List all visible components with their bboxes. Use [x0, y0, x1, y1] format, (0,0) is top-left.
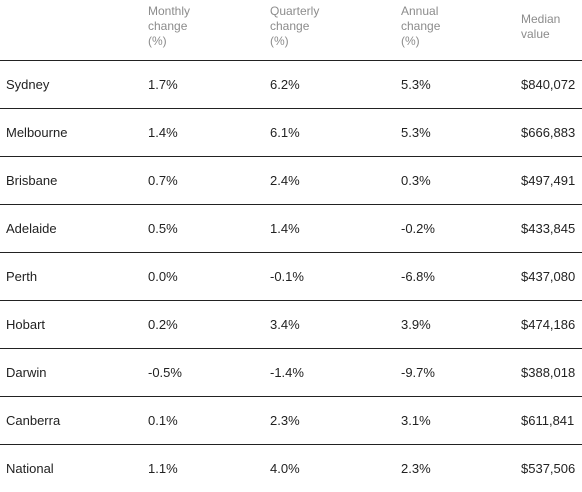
- header-annual-change: Annual change (%): [394, 0, 514, 61]
- table-row: National 1.1% 4.0% 2.3% $537,506: [0, 445, 582, 492]
- median-value-cell: $388,018: [514, 349, 582, 397]
- annual-change-cell: -9.7%: [394, 349, 514, 397]
- annual-change-cell: 2.3%: [394, 445, 514, 492]
- quarterly-change-cell: 2.4%: [263, 157, 394, 205]
- table-row: Perth 0.0% -0.1% -6.8% $437,080: [0, 253, 582, 301]
- header-monthly-change: Monthly change (%): [141, 0, 263, 61]
- header-row: Monthly change (%) Quarterly change (%) …: [0, 0, 582, 61]
- table-row: Hobart 0.2% 3.4% 3.9% $474,186: [0, 301, 582, 349]
- monthly-change-cell: 0.7%: [141, 157, 263, 205]
- quarterly-change-cell: 6.2%: [263, 61, 394, 109]
- table-row: Darwin -0.5% -1.4% -9.7% $388,018: [0, 349, 582, 397]
- city-cell: Brisbane: [0, 157, 141, 205]
- quarterly-change-cell: 2.3%: [263, 397, 394, 445]
- city-cell: Hobart: [0, 301, 141, 349]
- monthly-change-cell: 0.1%: [141, 397, 263, 445]
- header-quarterly-change: Quarterly change (%): [263, 0, 394, 61]
- quarterly-change-cell: 1.4%: [263, 205, 394, 253]
- annual-change-cell: 3.1%: [394, 397, 514, 445]
- quarterly-change-cell: 4.0%: [263, 445, 394, 492]
- header-city: [0, 0, 141, 61]
- median-value-cell: $474,186: [514, 301, 582, 349]
- city-cell: Melbourne: [0, 109, 141, 157]
- table-body: Sydney 1.7% 6.2% 5.3% $840,072 Melbourne…: [0, 61, 582, 492]
- monthly-change-cell: 1.4%: [141, 109, 263, 157]
- quarterly-change-cell: -1.4%: [263, 349, 394, 397]
- table-row: Canberra 0.1% 2.3% 3.1% $611,841: [0, 397, 582, 445]
- header-median-value: Median value: [514, 0, 582, 61]
- city-cell: National: [0, 445, 141, 492]
- city-cell: Adelaide: [0, 205, 141, 253]
- monthly-change-cell: -0.5%: [141, 349, 263, 397]
- median-value-cell: $840,072: [514, 61, 582, 109]
- annual-change-cell: 5.3%: [394, 61, 514, 109]
- city-cell: Perth: [0, 253, 141, 301]
- monthly-change-cell: 0.5%: [141, 205, 263, 253]
- city-cell: Darwin: [0, 349, 141, 397]
- monthly-change-cell: 1.7%: [141, 61, 263, 109]
- quarterly-change-cell: 3.4%: [263, 301, 394, 349]
- city-cell: Sydney: [0, 61, 141, 109]
- median-value-cell: $497,491: [514, 157, 582, 205]
- annual-change-cell: -6.8%: [394, 253, 514, 301]
- median-value-cell: $437,080: [514, 253, 582, 301]
- city-cell: Canberra: [0, 397, 141, 445]
- median-value-cell: $537,506: [514, 445, 582, 492]
- median-value-cell: $433,845: [514, 205, 582, 253]
- monthly-change-cell: 0.2%: [141, 301, 263, 349]
- annual-change-cell: 0.3%: [394, 157, 514, 205]
- table-header: Monthly change (%) Quarterly change (%) …: [0, 0, 582, 61]
- annual-change-cell: -0.2%: [394, 205, 514, 253]
- table-row: Sydney 1.7% 6.2% 5.3% $840,072: [0, 61, 582, 109]
- table-row: Brisbane 0.7% 2.4% 0.3% $497,491: [0, 157, 582, 205]
- table-row: Melbourne 1.4% 6.1% 5.3% $666,883: [0, 109, 582, 157]
- monthly-change-cell: 0.0%: [141, 253, 263, 301]
- monthly-change-cell: 1.1%: [141, 445, 263, 492]
- annual-change-cell: 5.3%: [394, 109, 514, 157]
- quarterly-change-cell: 6.1%: [263, 109, 394, 157]
- median-value-cell: $666,883: [514, 109, 582, 157]
- quarterly-change-cell: -0.1%: [263, 253, 394, 301]
- table-row: Adelaide 0.5% 1.4% -0.2% $433,845: [0, 205, 582, 253]
- annual-change-cell: 3.9%: [394, 301, 514, 349]
- median-value-cell: $611,841: [514, 397, 582, 445]
